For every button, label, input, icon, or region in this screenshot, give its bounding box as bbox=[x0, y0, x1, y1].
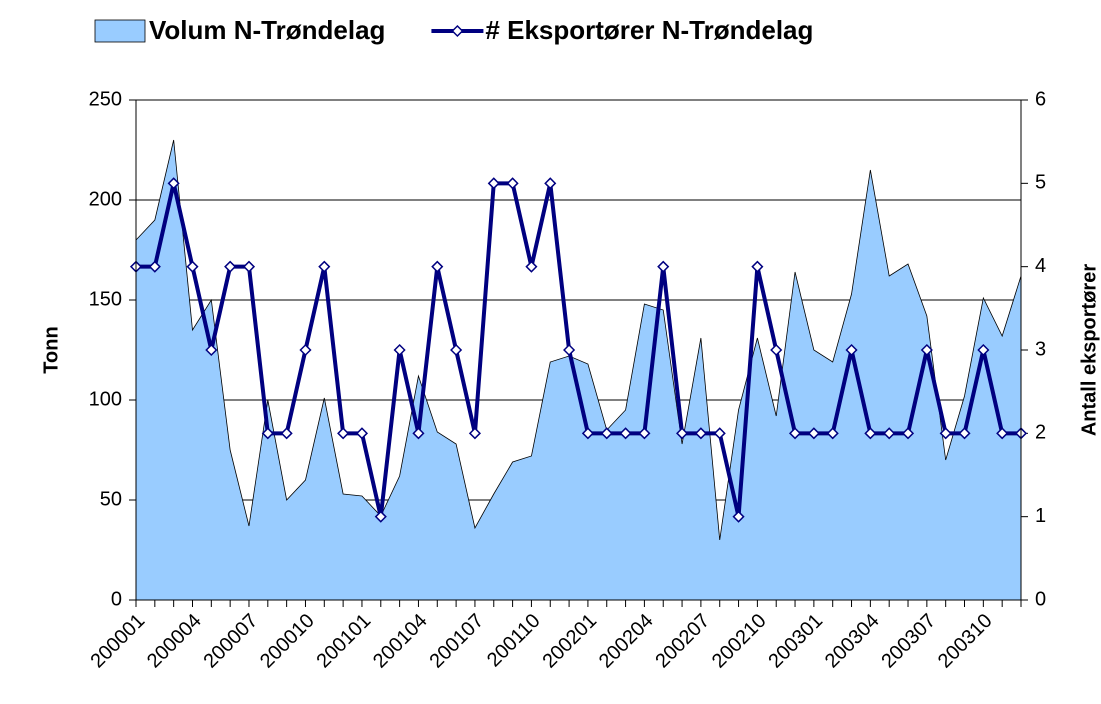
marker bbox=[374, 510, 387, 523]
marker bbox=[920, 343, 933, 357]
marker bbox=[713, 427, 726, 440]
x-tick-label: 200110 bbox=[483, 610, 545, 672]
marker bbox=[751, 260, 764, 273]
marker bbox=[996, 427, 1009, 440]
y2-axis-title: Antall eksportører bbox=[1078, 264, 1100, 436]
marker bbox=[148, 260, 161, 273]
marker bbox=[732, 510, 745, 523]
marker bbox=[619, 427, 632, 440]
marker bbox=[544, 177, 557, 190]
y-tick-label: 100 bbox=[89, 388, 122, 410]
marker bbox=[657, 260, 670, 273]
marker bbox=[261, 427, 274, 440]
y-tick-label: 50 bbox=[100, 488, 122, 510]
marker bbox=[468, 427, 481, 440]
marker bbox=[337, 427, 350, 440]
marker bbox=[845, 343, 858, 357]
marker bbox=[487, 177, 500, 190]
marker bbox=[826, 427, 839, 440]
y2-tick-label: 0 bbox=[1035, 588, 1046, 610]
marker bbox=[224, 260, 237, 273]
legend-label: Volum N-Trøndelag bbox=[149, 15, 385, 45]
marker bbox=[977, 343, 990, 357]
y2-tick-label: 5 bbox=[1035, 172, 1046, 194]
x-tick-label: 200210 bbox=[708, 610, 771, 673]
marker bbox=[186, 260, 199, 273]
x-tick-label: 200107 bbox=[425, 610, 488, 673]
x-tick-label: 200101 bbox=[312, 610, 375, 673]
y2-tick-label: 6 bbox=[1035, 88, 1046, 110]
marker bbox=[242, 260, 256, 273]
marker bbox=[600, 427, 613, 440]
marker bbox=[393, 343, 406, 357]
marker bbox=[788, 427, 802, 440]
marker bbox=[450, 343, 463, 357]
legend-swatch bbox=[94, 19, 146, 43]
marker bbox=[167, 177, 180, 190]
marker bbox=[299, 343, 312, 357]
marker bbox=[638, 427, 651, 440]
marker bbox=[901, 427, 915, 440]
marker bbox=[883, 427, 896, 440]
legend-marker bbox=[451, 24, 464, 38]
marker bbox=[807, 427, 820, 440]
marker bbox=[581, 427, 594, 440]
marker bbox=[431, 260, 444, 273]
marker bbox=[939, 427, 952, 440]
area bbox=[135, 139, 1022, 601]
marker bbox=[412, 427, 425, 440]
marker bbox=[355, 427, 369, 440]
y2-tick-label: 2 bbox=[1035, 422, 1046, 444]
marker bbox=[864, 427, 877, 440]
marker bbox=[506, 177, 519, 190]
marker bbox=[563, 343, 576, 357]
x-tick-label: 200307 bbox=[877, 610, 940, 673]
y2-tick-label: 4 bbox=[1035, 255, 1046, 277]
y-tick-label: 250 bbox=[89, 88, 122, 110]
marker bbox=[694, 427, 707, 440]
x-tick-label: 200301 bbox=[764, 610, 827, 673]
x-tick-label: 200004 bbox=[143, 610, 206, 673]
x-tick-label: 200010 bbox=[256, 610, 319, 673]
y-axis-title: Tonn bbox=[40, 326, 62, 373]
y-tick-label: 150 bbox=[89, 288, 122, 310]
marker bbox=[280, 427, 293, 440]
x-tick-label: 200204 bbox=[595, 610, 658, 673]
y-tick-label: 200 bbox=[89, 188, 122, 210]
legend-label: # Eksportører N-Trøndelag bbox=[485, 15, 813, 45]
marker bbox=[770, 343, 783, 357]
marker bbox=[205, 343, 218, 357]
x-tick-label: 200201 bbox=[538, 610, 601, 673]
x-tick-label: 200304 bbox=[821, 610, 884, 673]
x-tick-label: 200207 bbox=[651, 610, 714, 673]
x-tick-label: 200104 bbox=[369, 610, 432, 673]
x-tick-label: 200001 bbox=[87, 610, 150, 673]
y-tick-label: 0 bbox=[111, 588, 122, 610]
marker bbox=[958, 427, 971, 440]
y2-tick-label: 1 bbox=[1035, 505, 1046, 527]
marker bbox=[318, 260, 331, 273]
x-tick-label: 200007 bbox=[199, 610, 262, 673]
y2-tick-label: 3 bbox=[1035, 338, 1046, 360]
marker bbox=[525, 260, 538, 273]
x-tick-label: 200310 bbox=[934, 610, 997, 673]
marker bbox=[676, 427, 689, 440]
